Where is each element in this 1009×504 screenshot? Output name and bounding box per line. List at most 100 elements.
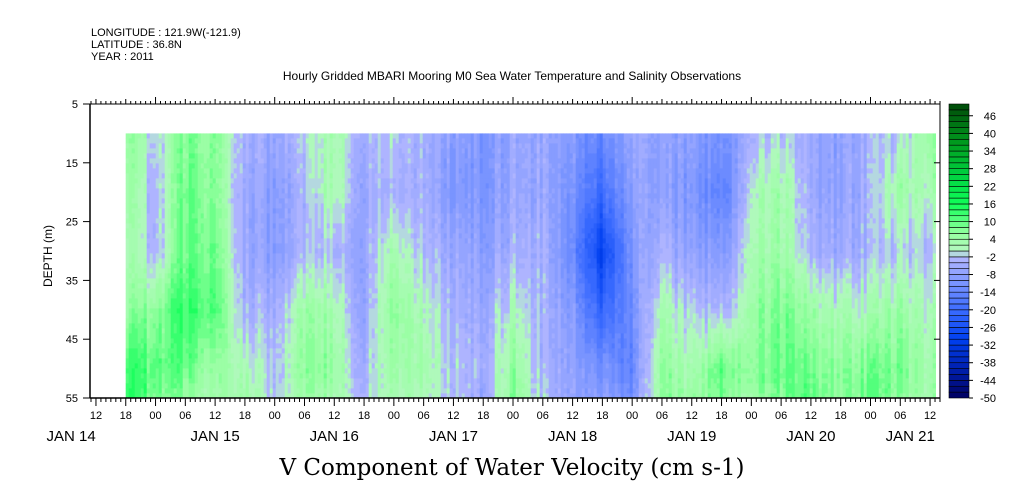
- heatmap-cell: [275, 263, 279, 269]
- heatmap-cell: [359, 368, 363, 374]
- heatmap-cell: [320, 393, 324, 399]
- heatmap-cell: [254, 253, 258, 259]
- heatmap-cell: [341, 328, 345, 334]
- heatmap-cell: [317, 183, 321, 189]
- heatmap-cell: [269, 138, 273, 144]
- heatmap-cell: [299, 208, 303, 214]
- heatmap-cell: [194, 353, 198, 359]
- heatmap-cell: [236, 313, 240, 319]
- heatmap-cell: [290, 158, 294, 164]
- heatmap-cell: [245, 243, 249, 249]
- heatmap-cell: [272, 168, 276, 174]
- heatmap-cell: [152, 173, 156, 179]
- heatmap-cell: [239, 208, 243, 214]
- heatmap-cell: [317, 378, 321, 384]
- heatmap-cell: [371, 218, 375, 224]
- heatmap-cell: [197, 298, 201, 304]
- heatmap-cell: [296, 148, 300, 154]
- heatmap-cell: [203, 158, 207, 164]
- heatmap-cell: [317, 283, 321, 289]
- heatmap-cell: [146, 253, 150, 259]
- heatmap-cell: [161, 248, 165, 254]
- heatmap-cell: [188, 168, 192, 174]
- heatmap-cell: [233, 323, 237, 329]
- heatmap-cell: [230, 388, 234, 394]
- heatmap-cell: [125, 363, 129, 369]
- heatmap-cell: [182, 233, 186, 239]
- heatmap-cell: [404, 233, 408, 239]
- heatmap-cell: [188, 233, 192, 239]
- heatmap-cell: [272, 298, 276, 304]
- heatmap-cell: [227, 158, 231, 164]
- heatmap-cell: [284, 328, 288, 334]
- heatmap-cell: [155, 308, 159, 314]
- heatmap-cell: [284, 148, 288, 154]
- heatmap-cell: [311, 228, 315, 234]
- heatmap-cell: [257, 358, 261, 364]
- heatmap-cell: [179, 218, 183, 224]
- heatmap-cell: [194, 308, 198, 314]
- heatmap-cell: [299, 213, 303, 219]
- heatmap-cell: [140, 193, 144, 199]
- heatmap-cell: [377, 173, 381, 179]
- heatmap-cell: [191, 143, 195, 149]
- heatmap-cell: [260, 378, 264, 384]
- heatmap-cell: [128, 243, 132, 249]
- heatmap-cell: [164, 243, 168, 249]
- heatmap-cell: [374, 143, 378, 149]
- heatmap-cell: [260, 183, 264, 189]
- heatmap-cell: [389, 358, 393, 364]
- heatmap-cell: [332, 318, 336, 324]
- heatmap-cell: [143, 198, 147, 204]
- heatmap-cell: [347, 153, 351, 159]
- heatmap-cell: [263, 338, 267, 344]
- heatmap-cell: [155, 278, 159, 284]
- heatmap-cell: [143, 138, 147, 144]
- heatmap-cell: [230, 168, 234, 174]
- heatmap-cell: [299, 293, 303, 299]
- heatmap-cell: [308, 203, 312, 209]
- heatmap-cell: [248, 203, 252, 209]
- heatmap-cell: [173, 248, 177, 254]
- heatmap-cell: [332, 263, 336, 269]
- heatmap-cell: [221, 358, 225, 364]
- heatmap-cell: [200, 163, 204, 169]
- heatmap-cell: [143, 288, 147, 294]
- heatmap-cell: [245, 393, 249, 399]
- heatmap-cell: [260, 288, 264, 294]
- heatmap-cell: [401, 273, 405, 279]
- heatmap-cell: [368, 143, 372, 149]
- heatmap-cell: [296, 258, 300, 264]
- heatmap-cell: [224, 198, 228, 204]
- heatmap-cell: [320, 173, 324, 179]
- heatmap-cell: [248, 308, 252, 314]
- heatmap-cell: [272, 133, 276, 139]
- heatmap-cell: [287, 138, 291, 144]
- heatmap-cell: [371, 288, 375, 294]
- heatmap-cell: [170, 198, 174, 204]
- heatmap-cell: [395, 303, 399, 309]
- heatmap-cell: [287, 308, 291, 314]
- heatmap-cell: [158, 203, 162, 209]
- heatmap-cell: [254, 288, 258, 294]
- heatmap-cell: [233, 213, 237, 219]
- heatmap-cell: [164, 138, 168, 144]
- heatmap-cell: [269, 168, 273, 174]
- heatmap-cell: [311, 303, 315, 309]
- heatmap-cell: [380, 228, 384, 234]
- heatmap-cell: [341, 343, 345, 349]
- heatmap-cell: [188, 138, 192, 144]
- heatmap-cell: [242, 278, 246, 284]
- heatmap-cell: [284, 303, 288, 309]
- heatmap-cell: [308, 373, 312, 379]
- heatmap-cell: [158, 228, 162, 234]
- heatmap-cell: [248, 263, 252, 269]
- heatmap-cell: [242, 203, 246, 209]
- heatmap-cell: [215, 168, 219, 174]
- heatmap-cell: [167, 283, 171, 289]
- heatmap-cell: [287, 188, 291, 194]
- heatmap-cell: [362, 293, 366, 299]
- heatmap-cell: [242, 298, 246, 304]
- heatmap-cell: [158, 368, 162, 374]
- heatmap-cell: [155, 233, 159, 239]
